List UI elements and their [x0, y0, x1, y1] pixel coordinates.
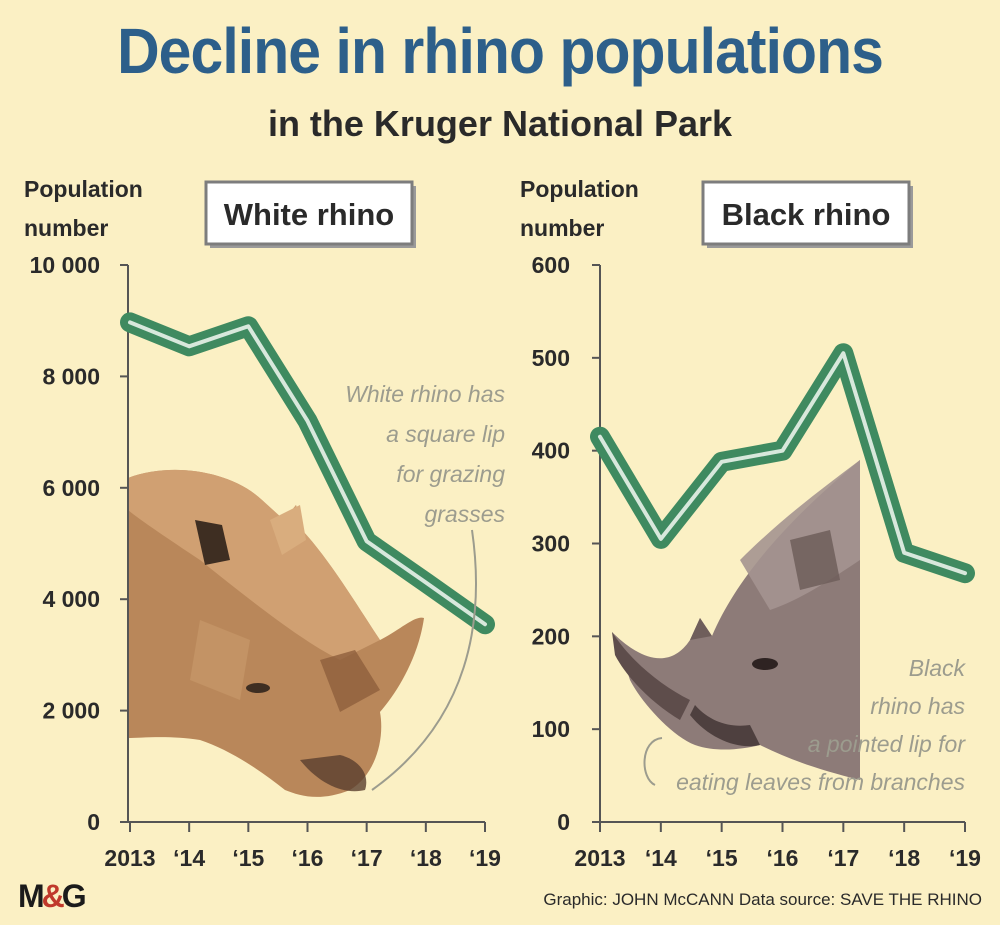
- data-point: [484, 623, 486, 626]
- x-tick-label: ‘19: [469, 845, 501, 871]
- x-tick-label: 2013: [104, 845, 155, 871]
- data-point: [365, 540, 368, 543]
- x-tick-label: ‘15: [706, 845, 738, 871]
- x-tick-label: ‘17: [827, 845, 859, 871]
- y-tick-label: 100: [532, 716, 570, 742]
- y-tick-label: 10 000: [30, 252, 100, 278]
- chart-title: Decline in rhino populations: [117, 15, 884, 87]
- data-point: [964, 572, 966, 575]
- y-axis-label: Population: [520, 176, 639, 202]
- x-tick-label: 2013: [574, 845, 625, 871]
- y-tick-label: 6 000: [42, 475, 100, 501]
- y-tick-label: 200: [532, 623, 570, 649]
- annotation-text: eating leaves from branches: [676, 769, 965, 795]
- x-tick-label: ‘18: [888, 845, 920, 871]
- white-rhino-illustration: [128, 469, 424, 797]
- y-axis-label: Population: [24, 176, 143, 202]
- y-axis-label: number: [24, 215, 108, 241]
- data-point: [903, 551, 906, 554]
- annotation-text: White rhino has: [345, 381, 505, 407]
- panel-label-box: [701, 180, 911, 246]
- x-tick-label: ‘15: [232, 845, 264, 871]
- data-point: [720, 460, 723, 463]
- data-point: [599, 435, 601, 438]
- mg-logo: M&G: [18, 878, 87, 914]
- data-point: [306, 419, 309, 422]
- data-point: [842, 352, 845, 355]
- panel-label: White rhino: [224, 197, 394, 232]
- y-tick-label: 600: [532, 252, 570, 278]
- data-point: [247, 325, 250, 328]
- annotation-text: Black: [909, 655, 967, 681]
- black-rhino-panel: Population number Black rhino 0 100 200 300 400…: [520, 176, 981, 871]
- panel-label-box: [204, 180, 414, 246]
- annotation-text: for grazing: [396, 461, 505, 487]
- data-point: [659, 537, 662, 540]
- annotation-leader: [371, 529, 477, 791]
- y-axis-label: number: [520, 215, 604, 241]
- y-tick-label: 8 000: [42, 363, 100, 389]
- annotation-text: grasses: [424, 501, 505, 527]
- y-tick-label: 0: [557, 809, 570, 835]
- chart-subtitle: in the Kruger National Park: [267, 103, 733, 144]
- annotation-leader: [643, 737, 663, 786]
- y-tick-label: 400: [532, 438, 570, 464]
- white-rhino-panel: Population number White rhino 0 2 000 4 000 6 …: [24, 176, 505, 871]
- x-tick-label: ‘19: [949, 845, 981, 871]
- y-tick-label: 4 000: [42, 586, 100, 612]
- black-rhino-illustration: [612, 460, 860, 780]
- y-tick-label: 500: [532, 345, 570, 371]
- x-tick-label: ‘16: [292, 845, 324, 871]
- x-tick-label: ‘18: [410, 845, 442, 871]
- annotation-text: rhino has: [870, 693, 965, 719]
- x-tick-label: ‘17: [351, 845, 383, 871]
- data-point: [188, 345, 191, 348]
- x-tick-label: ‘16: [767, 845, 799, 871]
- y-tick-label: 0: [87, 809, 100, 835]
- y-tick-label: 300: [532, 531, 570, 557]
- panel-label: Black rhino: [722, 197, 891, 232]
- x-tick-label: ‘14: [173, 845, 205, 871]
- data-point: [781, 449, 784, 452]
- graphic-credit: Graphic: JOHN McCANN Data source: SAVE T…: [543, 890, 982, 909]
- x-tick-label: ‘14: [645, 845, 677, 871]
- annotation-text: a pointed lip for: [808, 731, 967, 757]
- y-tick-label: 2 000: [42, 698, 100, 724]
- annotation-text: a square lip: [386, 421, 505, 447]
- data-point: [424, 581, 427, 584]
- data-point: [129, 321, 131, 324]
